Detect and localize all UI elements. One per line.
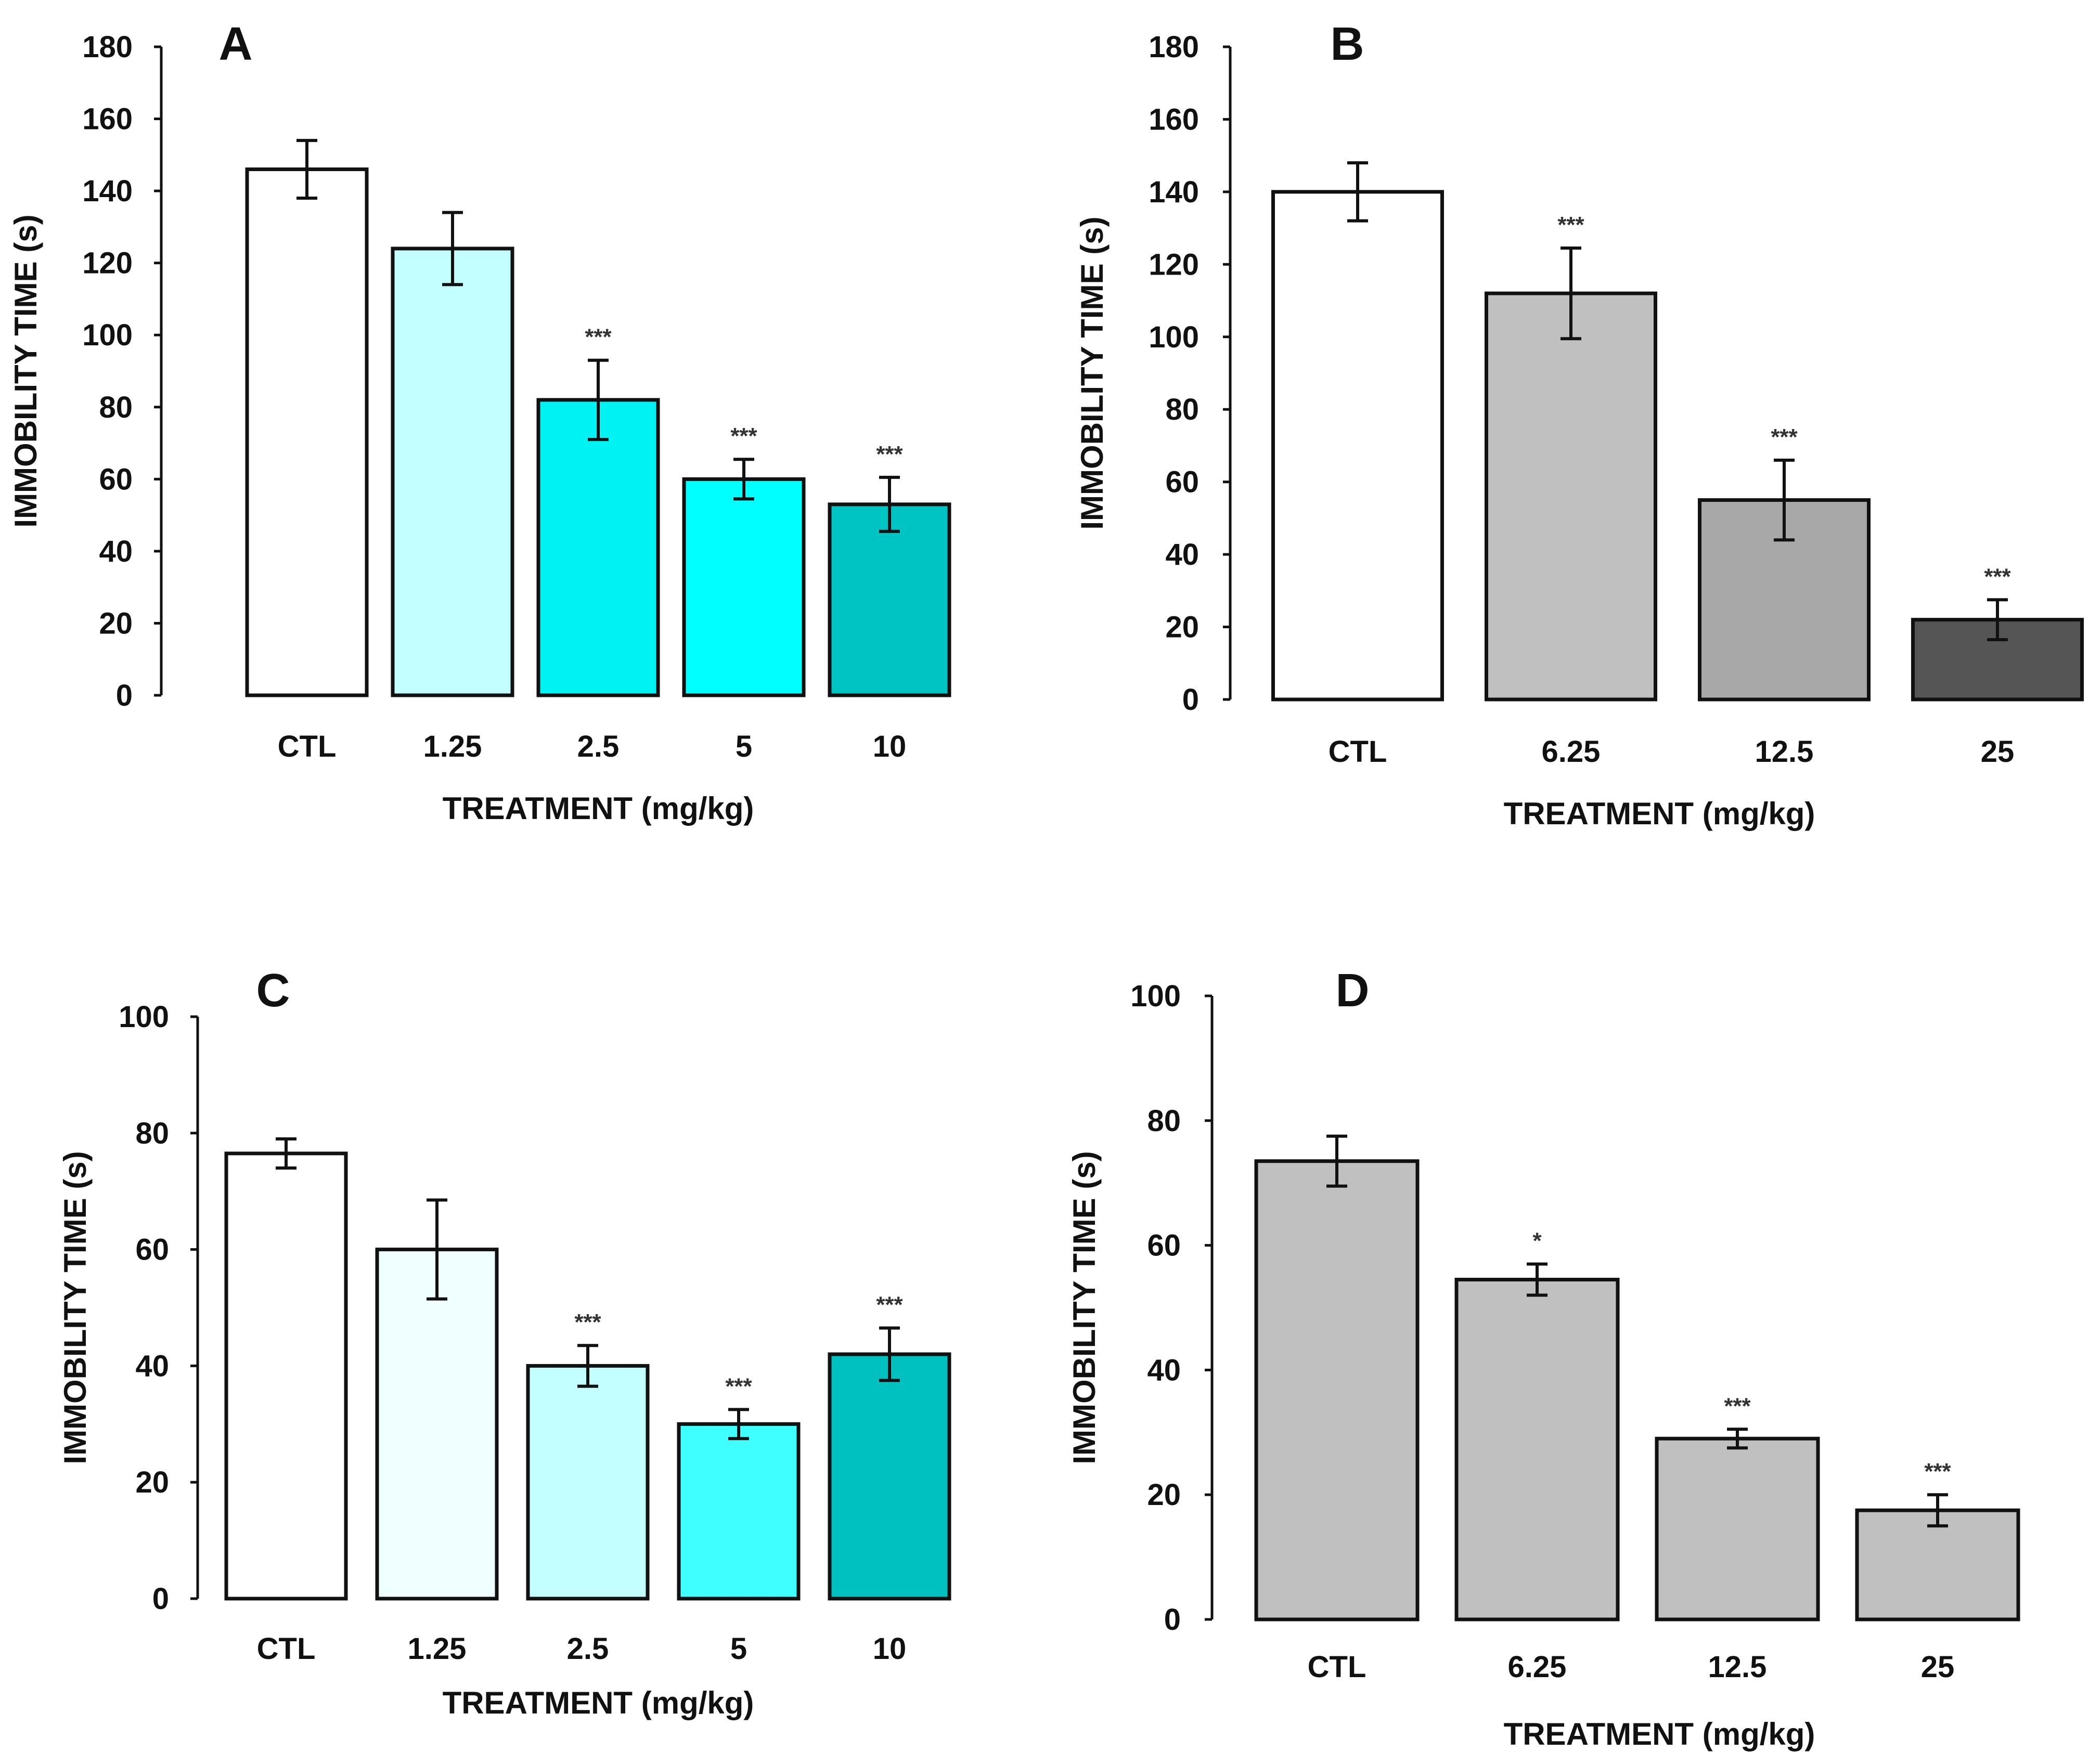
y-tick-label: 20 [99,606,133,640]
bar-ctl [224,1151,348,1601]
bar-6-25 [1454,1278,1620,1622]
significance-marker: *** [574,1309,601,1335]
panel-b: B 0 20 40 60 80 100 120 140 160 180 IMMOBILITY TIME… [1075,18,2084,831]
y-tick-label: 0 [1164,1603,1181,1637]
y-tick-label: 120 [82,247,133,280]
bar-1-25 [391,247,514,697]
x-category-label: 6.25 [1542,735,1601,769]
panel-title: D [1336,965,1370,1017]
y-tick-label: 60 [1165,465,1199,499]
y-tick-label: 140 [82,174,133,208]
y-tick-label: 0 [1182,683,1199,717]
panel-c: C 0 20 40 60 80 100 IMMOBILITY TIME (s) CTL 1.25 *… [58,965,951,1720]
y-tick-label: 180 [82,30,133,64]
x-category-label: 12.5 [1755,735,1814,769]
bar-ctl [1254,1159,1420,1622]
y-tick-label: 100 [82,318,133,352]
significance-marker: *** [585,325,612,350]
x-category-label: 2.5 [577,730,620,763]
y-tick-label: 100 [1130,979,1181,1013]
y-tick-label: 20 [1165,611,1199,644]
y-tick-label: 80 [1147,1104,1181,1138]
x-category-label: 10 [873,730,907,763]
significance-marker: * [1532,1228,1542,1254]
y-tick-label: 180 [1149,30,1199,64]
y-tick-label: 60 [1147,1229,1181,1263]
bar-10 [828,1352,951,1601]
y-tick-label: 40 [1165,538,1199,572]
x-category-label: 25 [1921,1650,1955,1684]
y-tick-label: 20 [1147,1478,1181,1512]
panel-title: C [256,965,290,1017]
significance-marker: *** [1924,1459,1951,1484]
bar-10 [828,502,951,697]
x-category-label: 25 [1981,735,2015,769]
x-category-label: 1.25 [408,1632,467,1666]
y-tick-label: 100 [119,1000,169,1034]
x-category-label: 2.5 [567,1632,609,1666]
y-tick-label: 80 [135,1117,169,1150]
y-tick-label: 40 [135,1349,169,1383]
panel-d: D 0 20 40 60 80 100 IMMOBILITY TIME (s) CTL * 6.25… [1067,965,2020,1752]
significance-marker: *** [725,1373,752,1399]
bar-ctl [245,167,369,697]
y-tick-label: 160 [82,102,133,136]
x-category-label: CTL [257,1632,316,1666]
bar-5 [682,477,806,697]
y-tick-label: 80 [1165,393,1199,426]
y-axis-title: IMMOBILITY TIME (s) [58,1151,93,1464]
bar-2-5 [536,398,660,697]
x-category-label: 6.25 [1508,1650,1567,1684]
bar-6-25 [1485,291,1657,702]
x-axis-title: TREATMENT (mg/kg) [443,791,754,826]
panel-title: A [219,18,253,70]
y-tick-label: 60 [99,462,133,496]
bar-2-5 [526,1364,650,1601]
panel-a: A 0 20 40 60 80 100 120 140 160 180 IMMOBILITY TIME… [8,18,951,826]
y-axis-title: IMMOBILITY TIME (s) [8,214,43,527]
y-tick-label: 100 [1149,320,1199,354]
significance-marker: *** [730,423,757,449]
y-axis-title: IMMOBILITY TIME (s) [1067,1151,1102,1464]
bar-12-5 [1655,1436,1820,1622]
bar-ctl [1271,190,1444,702]
y-tick-label: 0 [116,679,133,712]
y-tick-label: 0 [152,1582,169,1616]
y-tick-label: 160 [1149,102,1199,136]
bar-1-25 [375,1248,499,1601]
y-tick-label: 140 [1149,175,1199,209]
significance-marker: *** [876,1292,903,1318]
y-tick-label: 40 [99,535,133,568]
significance-marker: *** [1557,212,1584,238]
y-tick-label: 80 [99,391,133,424]
x-axis-title: TREATMENT (mg/kg) [1504,1717,1815,1752]
x-category-label: CTL [1308,1650,1366,1684]
y-tick-label: 40 [1147,1353,1181,1387]
x-category-label: 5 [730,1632,747,1666]
x-category-label: 1.25 [423,730,482,763]
x-category-label: 12.5 [1708,1650,1767,1684]
x-category-label: 10 [873,1632,907,1666]
y-tick-label: 60 [135,1233,169,1267]
x-axis-title: TREATMENT (mg/kg) [443,1685,754,1720]
y-tick-label: 120 [1149,248,1199,281]
significance-marker: *** [1984,564,2011,589]
significance-marker: *** [1771,424,1798,450]
y-axis-title: IMMOBILITY TIME (s) [1075,216,1110,529]
y-tick-label: 20 [135,1465,169,1499]
x-category-label: CTL [278,730,337,763]
x-category-label: 5 [736,730,752,763]
bar-25 [1855,1508,2020,1622]
significance-marker: *** [876,442,903,467]
significance-marker: *** [1724,1393,1751,1419]
panel-title: B [1331,18,1364,70]
bar-5 [677,1422,801,1601]
x-category-label: CTL [1329,735,1387,769]
x-axis-title: TREATMENT (mg/kg) [1504,796,1815,831]
